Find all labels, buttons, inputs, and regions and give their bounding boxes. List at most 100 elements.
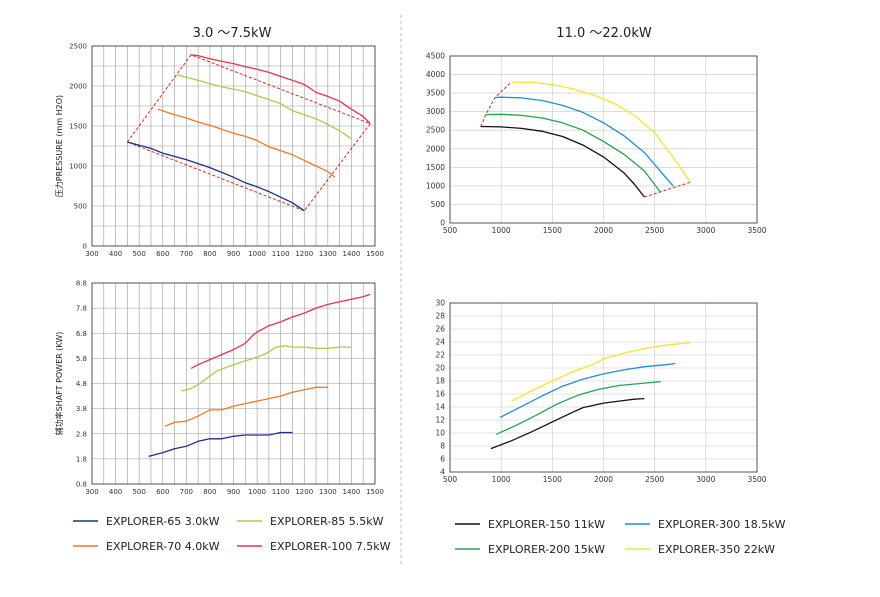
x-tick-label: 1200 (295, 488, 313, 496)
series-line (157, 108, 336, 178)
x-tick-label: 3000 (696, 475, 715, 484)
x-tick-label: 900 (227, 488, 240, 496)
legend-item: EXPLORER-70 4.0kW (73, 540, 220, 553)
y-tick-label: 4500 (426, 52, 445, 61)
y-tick-label: 4000 (426, 70, 445, 79)
legend-label: EXPLORER-65 3.0kW (106, 515, 220, 528)
legend-label: EXPLORER-200 15kW (488, 543, 605, 556)
series-line (511, 81, 692, 183)
plot-frame (91, 282, 376, 485)
x-tick-label: 900 (227, 250, 240, 258)
plot-frame (449, 55, 758, 224)
x-tick-label: 3500 (747, 226, 766, 235)
operating-envelope (126, 54, 372, 212)
y-tick-label: 500 (431, 200, 446, 209)
y-tick-label: 1.8 (76, 455, 87, 463)
legend-item: EXPLORER-350 22kW (625, 543, 775, 556)
x-tick-label: 1000 (248, 250, 266, 258)
series-line (190, 293, 371, 369)
series-line (495, 380, 661, 435)
y-tick-label: 3500 (426, 89, 445, 98)
y-tick-label: 28 (435, 312, 445, 321)
legend-item: EXPLORER-100 7.5kW (237, 540, 391, 553)
series-line (499, 362, 676, 418)
x-tick-label: 1400 (343, 250, 361, 258)
plot-frame (449, 302, 758, 473)
y-tick-label: 8 (440, 442, 445, 451)
right-chart-title: 11.0 ～22.0kW (556, 26, 652, 41)
legend-item: EXPLORER-65 3.0kW (73, 515, 220, 528)
y-axis-label: 压力PRESSURE (mm H2O) (54, 95, 64, 197)
y-tick-label: 500 (74, 203, 87, 211)
y-tick-label: 2000 (426, 144, 445, 153)
y-tick-label: 2500 (426, 126, 445, 135)
y-tick-label: 16 (435, 390, 445, 399)
legend-label: EXPLORER-70 4.0kW (106, 540, 220, 553)
y-tick-label: 1500 (69, 123, 87, 131)
series-line (127, 141, 305, 212)
legend-label: EXPLORER-300 18.5kW (658, 518, 786, 531)
legend-left: EXPLORER-65 3.0kW EXPLORER-85 5.5kW EXPL… (73, 515, 391, 553)
x-tick-label: 1300 (319, 488, 337, 496)
x-tick-label: 3500 (747, 475, 766, 484)
x-tick-label: 1100 (272, 250, 290, 258)
x-tick-label: 1500 (543, 226, 562, 235)
y-tick-label: 3000 (426, 107, 445, 116)
legend-right: EXPLORER-150 11kW EXPLORER-300 18.5kW EX… (455, 518, 786, 556)
legend-label: EXPLORER-350 22kW (658, 543, 775, 556)
x-tick-label: 2500 (645, 475, 664, 484)
x-tick-label: 1100 (272, 488, 290, 496)
x-tick-label: 400 (109, 488, 122, 496)
y-tick-label: 2500 (69, 43, 87, 51)
right-power-chart: 500 1000 1500 2000 2500 3000 3500 4 6 8 10 12 14 16 18… (435, 299, 766, 485)
x-tick-label: 1500 (366, 250, 384, 258)
y-tick-label: 0.8 (76, 481, 87, 489)
y-tick-label: 4 (440, 468, 445, 477)
y-axis-label: 辅功率SHAFT POWER (KW) (54, 332, 64, 436)
x-tick-label: 1500 (543, 475, 562, 484)
x-tick-label: 700 (180, 250, 193, 258)
right-pressure-chart: 500 1000 1500 2000 2500 3000 35000500100015002… (426, 52, 767, 236)
x-tick-label: 600 (156, 250, 169, 258)
y-tick-label: 14 (435, 403, 445, 412)
x-tick-label: 1000 (492, 475, 511, 484)
y-tick-label: 8.8 (76, 280, 87, 288)
y-tick-label: 0 (83, 243, 87, 251)
y-tick-label: 12 (435, 416, 445, 425)
y-tick-label: 1000 (426, 181, 445, 190)
series-line (164, 386, 328, 427)
legend-item: EXPLORER-300 18.5kW (625, 518, 786, 531)
x-tick-label: 500 (132, 250, 145, 258)
legend-item: EXPLORER-85 5.5kW (237, 515, 384, 528)
left-chart-title: 3.0 ～7.5kW (193, 26, 272, 41)
series-line (191, 54, 371, 125)
x-tick-label: 300 (85, 250, 98, 258)
x-tick-label: 500 (132, 488, 145, 496)
x-tick-label: 800 (203, 488, 216, 496)
y-tick-label: 7.8 (76, 305, 87, 313)
y-tick-label: 3.8 (76, 405, 87, 413)
x-tick-label: 600 (156, 488, 169, 496)
legend-label: EXPLORER-100 7.5kW (270, 540, 391, 553)
x-tick-label: 1000 (492, 226, 511, 235)
series-line (181, 345, 352, 392)
y-tick-label: 30 (435, 299, 445, 308)
y-tick-label: 1500 (426, 163, 445, 172)
x-tick-label: 500 (443, 475, 458, 484)
y-tick-label: 4.8 (76, 380, 87, 388)
x-tick-label: 1300 (319, 250, 337, 258)
y-tick-label: 6.8 (76, 330, 87, 338)
series-line (176, 74, 352, 140)
legend-label: EXPLORER-150 11kW (488, 518, 605, 531)
y-tick-label: 2000 (69, 83, 87, 91)
x-tick-label: 1200 (295, 250, 313, 258)
series-line (490, 397, 645, 450)
y-tick-label: 6 (440, 455, 445, 464)
series-line (494, 96, 674, 187)
x-tick-label: 300 (85, 488, 98, 496)
series-line (480, 125, 645, 198)
x-tick-label: 400 (109, 250, 122, 258)
x-tick-label: 2500 (645, 226, 664, 235)
x-tick-label: 2000 (594, 226, 613, 235)
y-tick-label: 24 (435, 338, 445, 347)
